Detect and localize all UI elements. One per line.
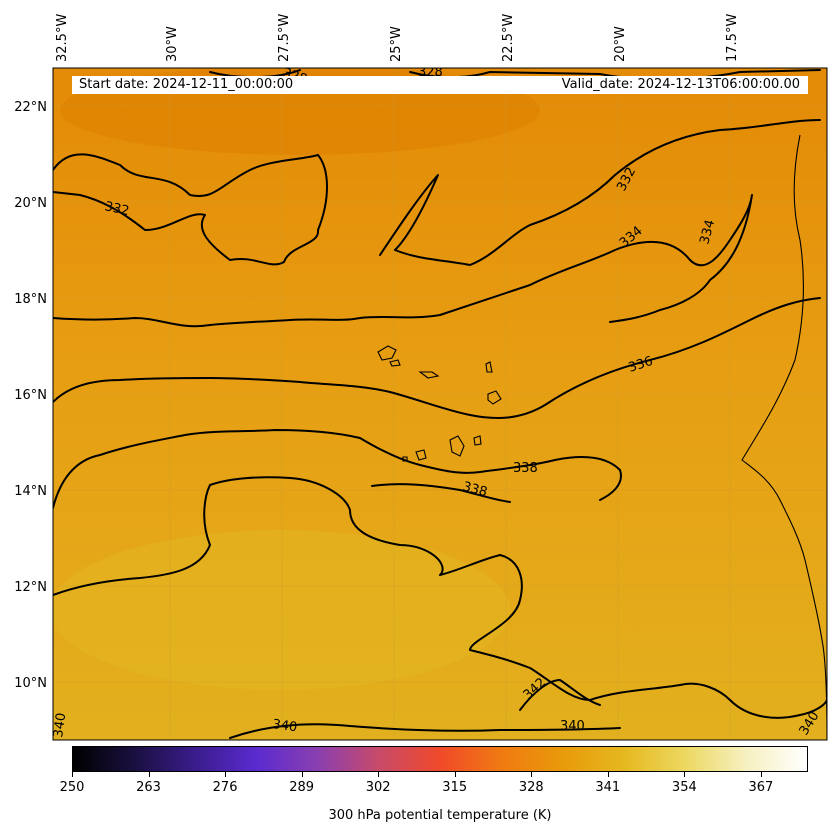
date-info-bar: Start date: 2024-12-11_00:00:00 Valid_da… bbox=[72, 76, 808, 94]
lon-label: 22.5°W bbox=[501, 14, 516, 62]
coastlines bbox=[377, 134, 827, 740]
contour-336 bbox=[53, 297, 821, 419]
island-santo-antao bbox=[377, 345, 397, 361]
contour-334 bbox=[53, 194, 753, 328]
lon-label: 30°W bbox=[165, 26, 180, 62]
colorbar-tick-label: 250 bbox=[59, 780, 85, 795]
colorbar-title: 300 hPa potential temperature (K) bbox=[328, 808, 552, 823]
contour-332 bbox=[53, 119, 821, 266]
island-santiago bbox=[449, 435, 465, 457]
lat-label: 18°N bbox=[14, 292, 47, 307]
lon-label: 32.5°W bbox=[55, 14, 70, 62]
latitude-labels: 22°N 20°N 18°N 16°N 14°N 12°N 10°N bbox=[14, 100, 47, 691]
lat-label: 16°N bbox=[14, 388, 47, 403]
island-brava bbox=[402, 456, 408, 462]
island-sal bbox=[485, 361, 493, 373]
start-date-label: Start date: 2024-12-11_00:00:00 bbox=[79, 77, 294, 92]
island-boa-vista bbox=[487, 390, 502, 405]
colorbar-tick-label: 302 bbox=[365, 780, 391, 795]
colorbar-tick-label: 354 bbox=[671, 780, 697, 795]
warm-patch bbox=[53, 530, 510, 690]
island-sao-vicente bbox=[389, 359, 401, 367]
island-maio bbox=[473, 435, 482, 446]
lon-label: 25°W bbox=[389, 26, 404, 62]
colorbar-tick bbox=[760, 772, 762, 777]
lon-label: 27.5°W bbox=[277, 14, 292, 62]
lon-label: 20°W bbox=[613, 26, 628, 62]
colorbar bbox=[72, 746, 808, 772]
africa-coastline bbox=[741, 134, 827, 740]
contour-label: 338 bbox=[461, 479, 489, 500]
map-frame: 328 328 332 332 334 334 336 338 338 340 … bbox=[51, 68, 827, 740]
colorbar-tick bbox=[225, 772, 227, 777]
gridlines bbox=[53, 68, 827, 740]
contour-label: 340 bbox=[560, 719, 585, 734]
island-fogo bbox=[415, 449, 427, 461]
colorbar-tick-label: 263 bbox=[136, 780, 161, 795]
contour-label: 340 bbox=[51, 712, 69, 739]
lat-label: 12°N bbox=[14, 580, 47, 595]
colorbar-tick-label: 341 bbox=[595, 780, 621, 795]
island-sao-nicolau bbox=[418, 371, 440, 379]
colorbar-tick bbox=[454, 772, 456, 777]
lat-label: 10°N bbox=[14, 676, 47, 691]
colorbar-tick bbox=[72, 772, 73, 777]
lat-label: 20°N bbox=[14, 196, 47, 211]
contour-338 bbox=[53, 429, 622, 509]
contour-label: 332 bbox=[103, 199, 130, 219]
colorbar-tick bbox=[148, 772, 150, 777]
colorbar-tick bbox=[607, 772, 609, 777]
contour-342 bbox=[519, 679, 601, 711]
colorbar-tick-label: 289 bbox=[289, 780, 315, 795]
longitude-labels: 32.5°W 30°W 27.5°W 25°W 22.5°W 20°W 17.5… bbox=[55, 14, 740, 62]
contour-340 bbox=[53, 476, 827, 719]
colorbar-tick bbox=[378, 772, 380, 777]
lon-label: 17.5°W bbox=[725, 14, 740, 62]
colorbar-tick-label: 315 bbox=[442, 780, 468, 795]
contour-label: 334 bbox=[697, 218, 718, 246]
colorbar-tick bbox=[301, 772, 303, 777]
contour-label: 336 bbox=[627, 354, 655, 376]
valid-date-label: Valid_date: 2024-12-13T06:00:00.00 bbox=[561, 77, 800, 92]
lat-label: 22°N bbox=[14, 100, 47, 115]
lat-label: 14°N bbox=[14, 484, 47, 499]
contour-340-south bbox=[229, 723, 621, 739]
map-border bbox=[52, 67, 828, 741]
colorbar-tick bbox=[531, 772, 533, 777]
contour-label: 338 bbox=[513, 461, 538, 476]
contour-label: 340 bbox=[271, 717, 298, 735]
colorbar-tick bbox=[684, 772, 686, 777]
colorbar-tick-label: 276 bbox=[212, 780, 238, 795]
colorbar-tick-label: 367 bbox=[748, 780, 774, 795]
colorbar-tick-label: 328 bbox=[518, 780, 544, 795]
